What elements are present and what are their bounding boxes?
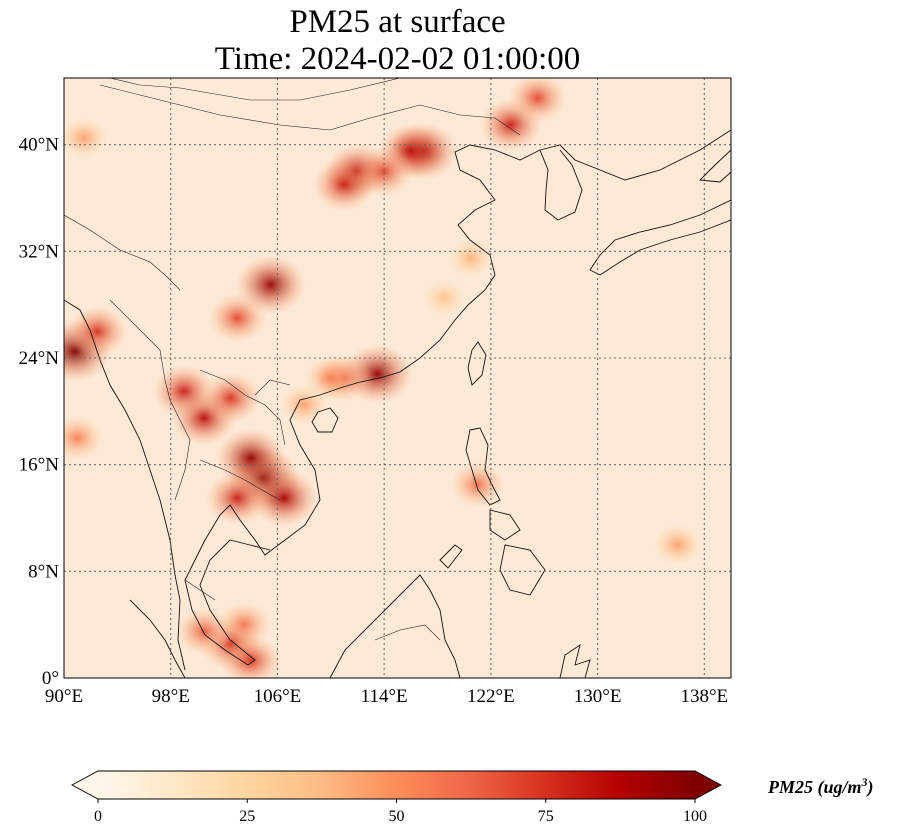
korea-coastline [539, 149, 583, 221]
pm25-hotspot [250, 469, 318, 527]
longitude-tick-label: 130°E [574, 686, 622, 707]
colorbar-extend-min [72, 771, 98, 799]
latitude-tick-label: 16°N [19, 455, 60, 476]
pm25-hotspot [200, 372, 262, 424]
mongolia-border [99, 84, 521, 136]
colorbar-tick-label: 25 [239, 808, 255, 825]
taiwan-coastline [467, 341, 487, 386]
pm25-hotspot [508, 78, 567, 123]
pm25-hotspot [235, 255, 306, 315]
map-title: PM25 at surface [289, 4, 506, 40]
map-time-subtitle: Time: 2024-02-02 01:00:00 [214, 41, 581, 77]
latitude-tick-label: 40°N [19, 135, 60, 156]
india-china-border [64, 214, 181, 291]
longitude-tick-labels: 90°E 98°E 106°E 114°E 122°E 130°E 138°E [45, 686, 728, 707]
map-plot-area[interactable] [39, 73, 732, 687]
palawan-coastline [439, 544, 463, 569]
colorbar-body [98, 771, 695, 799]
gridlines [64, 78, 731, 678]
luzon-coastline [465, 427, 501, 506]
sumatra-coastline [129, 599, 186, 678]
borneo-coastline [329, 574, 461, 678]
longitude-tick-label: 114°E [361, 686, 408, 707]
pm25-hotspot [354, 146, 414, 197]
country-borders [64, 78, 521, 641]
hainan-coastline [311, 407, 339, 433]
pm25-hotspot [450, 461, 505, 508]
colorbar-ticks: 0 25 50 75 100 [94, 799, 707, 825]
latitude-tick-label: 0° [42, 668, 59, 689]
mainland-coastline [184, 129, 731, 666]
laos-border [199, 369, 286, 446]
longitude-tick-label: 106°E [254, 686, 302, 707]
mindanao-coastline [499, 544, 546, 596]
pm25-hotspot [175, 607, 233, 656]
pm25-concentration-layer [64, 78, 702, 678]
latitude-tick-label: 8°N [28, 561, 59, 582]
pm25-hotspot [66, 305, 128, 358]
pm25-hotspot [448, 238, 494, 278]
longitude-tick-label: 138°E [680, 686, 728, 707]
pm25-hotspot [422, 279, 466, 317]
russia-border [109, 78, 401, 101]
pm25-hotspot [64, 117, 108, 159]
colorbar-tick-label: 100 [683, 808, 707, 825]
hokkaido-coastline [699, 149, 731, 183]
latitude-tick-labels: 0° 8°N 16°N 24°N 32°N 40°N [19, 135, 60, 689]
longitude-tick-label: 90°E [45, 686, 83, 707]
colorbar: 0 25 50 75 100 PM25 (ug/m3) [71, 770, 874, 825]
bay-of-bengal-coastline [64, 299, 186, 671]
longitude-tick-label: 122°E [467, 686, 515, 707]
japan-coastline [589, 199, 731, 276]
pm25-hotspot [220, 634, 282, 678]
visayas-coastline [489, 509, 521, 541]
vietnam-border [254, 379, 291, 396]
malaysia-thailand-border [184, 579, 216, 601]
pm25-hotspot [64, 415, 104, 461]
pm25-hotspot [653, 524, 702, 565]
colorbar-label: PM25 (ug/m3) [767, 775, 874, 798]
latitude-tick-label: 32°N [19, 241, 60, 262]
coastlines [64, 129, 731, 678]
pm25-hotspot [152, 364, 216, 419]
borneo-border [374, 624, 441, 641]
longitude-tick-label: 98°E [152, 686, 190, 707]
colorbar-extend-max [695, 771, 721, 799]
thailand-cambodia-border [199, 459, 281, 501]
pm25-hotspot [280, 384, 329, 425]
colorbar-tick-label: 0 [94, 808, 102, 825]
latitude-tick-label: 24°N [19, 348, 60, 369]
colorbar-tick-label: 75 [538, 808, 554, 825]
myanmar-border [109, 299, 191, 501]
sulawesi-coastline [559, 643, 591, 678]
colorbar-tick-label: 50 [389, 808, 405, 825]
map-frame [63, 77, 732, 679]
